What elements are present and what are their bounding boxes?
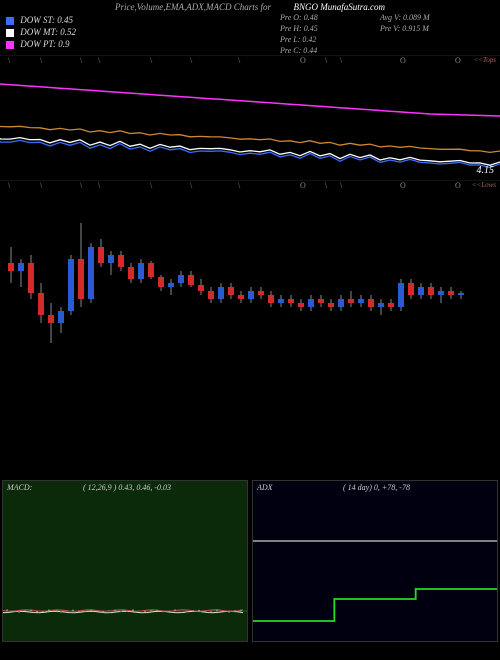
pre-open: Pre O: 0.48 — [280, 12, 318, 23]
tick-mark: O — [300, 181, 306, 190]
lows-label: <<Lows — [472, 181, 496, 189]
tick-mark: O — [300, 56, 306, 65]
tick-mark: \ — [325, 181, 327, 190]
macd-plot — [3, 481, 247, 641]
tick-mark: \ — [8, 56, 10, 65]
tick-mark: \ — [238, 181, 240, 190]
tick-mark: \ — [40, 181, 42, 190]
chart-root: { "header": { "prefix": "Price,Volume,EM… — [0, 0, 500, 660]
tick-mark: \ — [98, 181, 100, 190]
volume-info: Avg V: 0.089 M Pre V: 0.915 M — [380, 12, 430, 34]
adx-plot — [253, 481, 497, 641]
macd-panel: MACD: ( 12,26,9 ) 0.43, 0.46, -0.03 — [2, 480, 248, 642]
candles — [0, 193, 500, 373]
pre-low: Pre L: 0.42 — [280, 34, 318, 45]
tick-mark: \ — [98, 56, 100, 65]
pre-volume: Pre V: 0.915 M — [380, 23, 430, 34]
tick-mark: \ — [80, 56, 82, 65]
tick-mark: \ — [238, 56, 240, 65]
swatch-pt — [6, 41, 14, 49]
site-name: MunafaSutra.com — [320, 2, 385, 12]
candle-marks: \ \ \ \ \ \ \ O \ \ O O — [0, 181, 500, 191]
ticker-symbol: BNGO — [293, 2, 318, 12]
tops-label: <<Tops — [474, 56, 496, 64]
candlestick-pane: \ \ \ \ \ \ \ O \ \ O O <<Lows — [0, 180, 500, 361]
ema-value: 4.15 — [477, 165, 495, 176]
tick-mark: \ — [340, 181, 342, 190]
swatch-st — [6, 17, 14, 25]
legend-mt: DOW MT: 0.52 — [6, 26, 76, 38]
tick-mark: \ — [340, 56, 342, 65]
tick-mark: \ — [325, 56, 327, 65]
ohlc-info: Pre O: 0.48 Pre H: 0.45 Pre L: 0.42 Pre … — [280, 12, 318, 56]
tick-mark: \ — [190, 181, 192, 190]
tick-mark: O — [400, 56, 406, 65]
tick-mark: \ — [190, 56, 192, 65]
tick-mark: O — [455, 181, 461, 190]
tick-mark: \ — [150, 56, 152, 65]
tick-mark: \ — [80, 181, 82, 190]
ema-lines — [0, 66, 500, 181]
chart-title: Price,Volume,EMA,ADX,MACD Charts for BNG… — [0, 2, 500, 12]
tick-mark: \ — [8, 181, 10, 190]
tick-mark: \ — [150, 181, 152, 190]
legend-pt-label: DOW PT: 0.9 — [20, 39, 69, 49]
legend-st: DOW ST: 0.45 — [6, 14, 76, 26]
adx-panel: ADX ( 14 day) 0, +78, -78 — [252, 480, 498, 642]
title-prefix: Price,Volume,EMA,ADX,MACD Charts for — [115, 2, 271, 12]
legend: DOW ST: 0.45 DOW MT: 0.52 DOW PT: 0.9 — [6, 14, 76, 50]
legend-mt-label: DOW MT: 0.52 — [20, 27, 76, 37]
tick-mark: O — [400, 181, 406, 190]
tick-mark: \ — [40, 56, 42, 65]
ema-pane: \\\\\\\O\\OO <<Tops 4.15 — [0, 55, 500, 171]
pre-high: Pre H: 0.45 — [280, 23, 318, 34]
legend-st-label: DOW ST: 0.45 — [20, 15, 73, 25]
upper-marks: \ \ \ \ \ \ \ O \ \ O O — [0, 56, 500, 66]
avg-volume: Avg V: 0.089 M — [380, 12, 430, 23]
legend-pt: DOW PT: 0.9 — [6, 38, 76, 50]
swatch-mt — [6, 29, 14, 37]
tick-mark: O — [455, 56, 461, 65]
